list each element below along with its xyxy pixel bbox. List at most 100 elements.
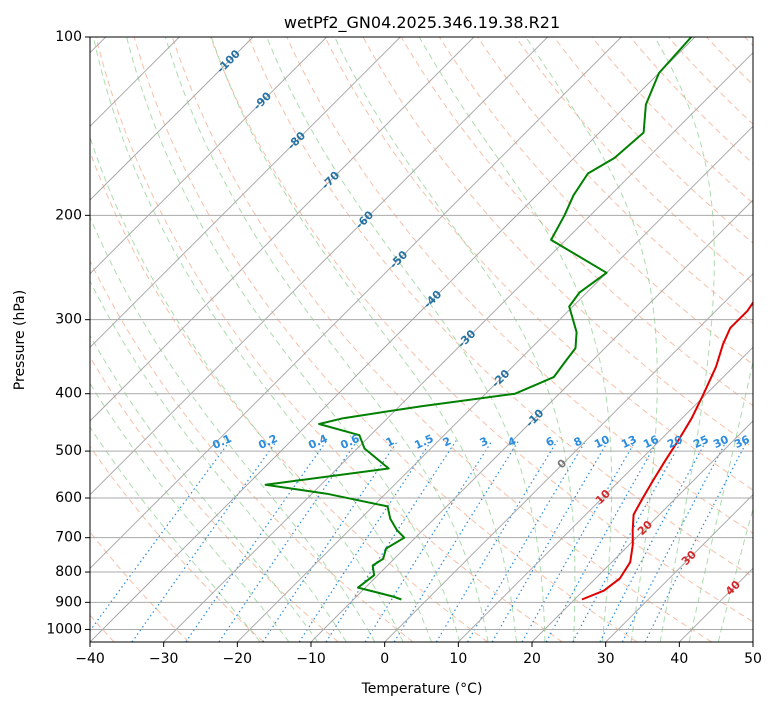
- y-tick-label: 800: [55, 564, 82, 580]
- mixing-ratio-line: [521, 440, 637, 642]
- mixing-ratio-line: [131, 440, 278, 642]
- x-tick-label: 10: [449, 651, 467, 667]
- isotherm: [163, 51, 753, 642]
- mixing-ratio-label: 36: [732, 433, 752, 451]
- moist-adiabat: [90, 215, 376, 642]
- moist-adiabat: [92, 37, 432, 642]
- mixing-ratio-label: 16: [641, 433, 661, 451]
- dry-adiabat: [210, 37, 753, 623]
- dry-adiabat: [286, 37, 753, 534]
- mixing-ratio-line: [185, 440, 328, 642]
- isotherm: [384, 272, 753, 642]
- dry-adiabat: [324, 37, 753, 491]
- dewpoint-profile-line: [264, 37, 693, 601]
- moist-adiabat: [90, 382, 290, 642]
- isotherm: [236, 125, 753, 642]
- isotherm: [752, 641, 753, 642]
- mixing-ratio-line: [435, 440, 558, 642]
- y-tick-label: 600: [55, 490, 82, 506]
- dry-adiabat: [90, 150, 488, 642]
- dry-adiabat: [90, 531, 190, 642]
- dry-adiabat: [90, 259, 414, 642]
- temperature-profile-line: [581, 300, 753, 601]
- moist-adiabat: [90, 426, 261, 642]
- mixing-ratio-line: [393, 440, 520, 642]
- moist-adiabat-label: 20: [635, 518, 655, 538]
- isotherm: [90, 37, 622, 570]
- mixing-ratio-label: 0.1: [210, 432, 233, 452]
- mixing-ratio-label: 1: [384, 434, 396, 449]
- dry-adiabat: [744, 37, 753, 47]
- plot-frame: [89, 36, 754, 643]
- y-tick-label: 700: [55, 530, 82, 546]
- x-axis-label: Temperature (°C): [361, 681, 483, 697]
- mixing-ratio-label: 6: [544, 434, 557, 449]
- mixing-ratio-line: [364, 440, 493, 642]
- x-tick-label: −20: [223, 651, 253, 667]
- mixing-ratio-label: 25: [691, 433, 710, 451]
- mixing-ratio-label: 10: [592, 433, 612, 451]
- y-tick-label: 300: [55, 312, 82, 328]
- x-tick-label: −40: [75, 651, 105, 667]
- mixing-ratio-line: [572, 440, 683, 642]
- dry-adiabat: [477, 37, 753, 325]
- mixing-ratio-label: 13: [619, 433, 638, 451]
- isotherm: [90, 37, 549, 496]
- isotherm: [531, 420, 753, 642]
- y-tick-label: 900: [55, 594, 82, 610]
- x-tick-label: 50: [744, 651, 762, 667]
- moist-adiabat: [126, 37, 461, 642]
- mixing-ratio-line: [545, 440, 659, 642]
- isotherm: [457, 346, 753, 642]
- dry-adiabat: [515, 37, 753, 284]
- dry-adiabat: [90, 445, 264, 642]
- moist-adiabat: [334, 37, 576, 642]
- isotherm: [90, 37, 475, 422]
- isotherm: [310, 199, 753, 642]
- mixing-ratio-line: [621, 440, 728, 642]
- isotherm: [90, 37, 696, 642]
- dry-adiabat: [90, 356, 339, 642]
- moist-adiabat: [90, 334, 319, 642]
- dry-adiabat: [591, 37, 753, 204]
- mixing-ratio-line: [599, 440, 707, 642]
- moist-adiabat: [90, 135, 404, 642]
- moist-adiabat: [418, 37, 613, 642]
- dry-adiabat: [706, 37, 753, 86]
- moist-adiabat: [164, 37, 489, 642]
- mixing-ratio-label: 0.4: [306, 432, 329, 452]
- mixing-ratio-label: 20: [665, 433, 685, 451]
- mixing-ratio-line: [325, 440, 457, 642]
- mixing-ratio-label: 30: [711, 433, 731, 451]
- x-tick-label: 40: [670, 651, 688, 667]
- mixing-ratio-line: [466, 440, 587, 642]
- moist-adiabat: [717, 506, 753, 642]
- moist-adiabat: [525, 37, 658, 642]
- y-tick-label: 1000: [46, 621, 82, 637]
- mixing-ratio-line: [90, 440, 231, 632]
- isotherm: [90, 37, 328, 275]
- x-tick-label: −10: [296, 651, 326, 667]
- y-tick-label: 200: [55, 207, 82, 223]
- isotherm: [90, 37, 254, 201]
- chart-title: wetPf2_GN04.2025.346.19.38.R21: [284, 13, 560, 33]
- mixing-ratio-line: [218, 440, 358, 642]
- dry-adiabat: [668, 37, 753, 125]
- y-tick-label: 500: [55, 443, 82, 459]
- moist-adiabat: [210, 37, 517, 642]
- dry-adiabat: [248, 37, 753, 578]
- x-tick-label: 30: [597, 651, 615, 667]
- dry-adiabat: [171, 37, 712, 642]
- x-tick-label: −30: [149, 651, 179, 667]
- moist-adiabat: [266, 37, 546, 642]
- isotherm: [605, 493, 753, 642]
- mixing-ratio-line: [298, 440, 432, 642]
- y-tick-label: 100: [55, 29, 82, 45]
- mixing-ratio-line: [644, 440, 748, 642]
- dry-adiabat: [95, 37, 563, 642]
- isotherm: [678, 567, 753, 642]
- x-tick-label: 0: [380, 651, 389, 667]
- y-tick-label: 400: [55, 386, 82, 402]
- moist-adiabat: [688, 358, 753, 642]
